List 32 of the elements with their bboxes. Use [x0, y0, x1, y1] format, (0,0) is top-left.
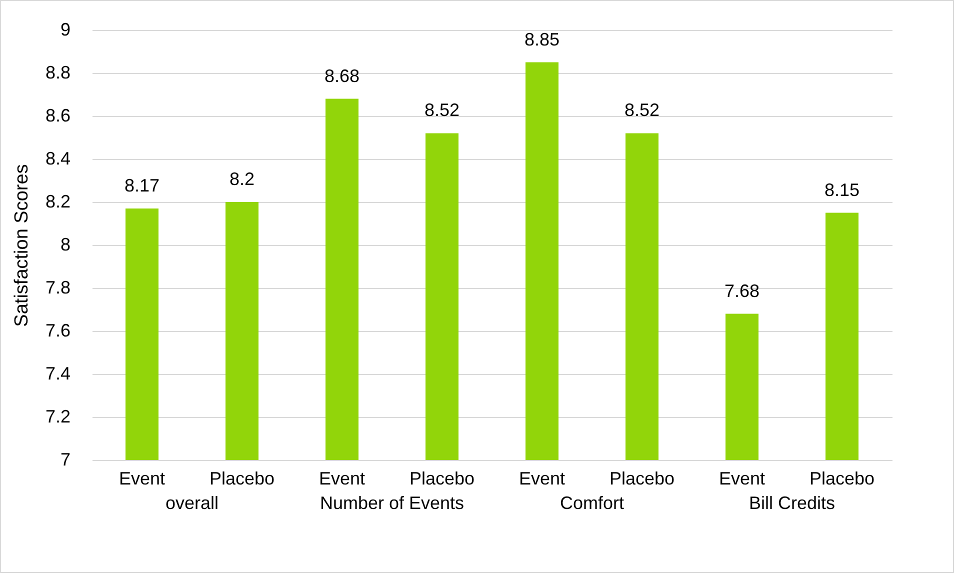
y-tick-label: 7.8 — [45, 278, 70, 298]
y-tick-label: 8.4 — [45, 148, 70, 168]
y-tick-label: 7.2 — [45, 406, 70, 426]
x-tick-label: Event — [318, 468, 366, 488]
data-label: 8.17 — [124, 175, 160, 196]
x-tick-label: Placebo — [609, 468, 675, 488]
text: overall — [165, 493, 219, 513]
data-label: 8.2 — [229, 169, 255, 189]
text: Number of Events — [320, 493, 464, 513]
data-label: 7.68 — [724, 280, 760, 301]
y-tick-label: 8 — [60, 234, 70, 254]
y-tick-label: 7.4 — [45, 364, 70, 384]
x-tick-label: Placebo — [809, 468, 875, 488]
y-tick-label: 8.6 — [45, 106, 70, 126]
x-tick-label: Event — [718, 468, 766, 488]
x-tick-label: Event — [118, 468, 166, 488]
x-tick-label: Placebo — [209, 468, 275, 488]
y-tick-label: 8.2 — [45, 192, 70, 212]
y-tick-label: 9 — [60, 20, 70, 40]
y-tick-label: 7.6 — [45, 320, 70, 340]
data-label: 8.85 — [524, 29, 560, 50]
data-label: 8.68 — [324, 66, 360, 86]
text: Comfort — [560, 493, 624, 513]
x-tick-label: Event — [518, 468, 566, 488]
x-tick-label: Placebo — [409, 468, 475, 488]
text: Bill Credits — [748, 493, 836, 513]
y-tick-label: 8.8 — [45, 62, 70, 82]
data-label: 8.52 — [424, 100, 460, 120]
data-label: 8.52 — [624, 100, 660, 120]
y-axis-title: Satisfaction Scores — [11, 164, 32, 327]
data-label: 8.15 — [824, 180, 860, 200]
y-tick-label: 7 — [60, 450, 70, 470]
